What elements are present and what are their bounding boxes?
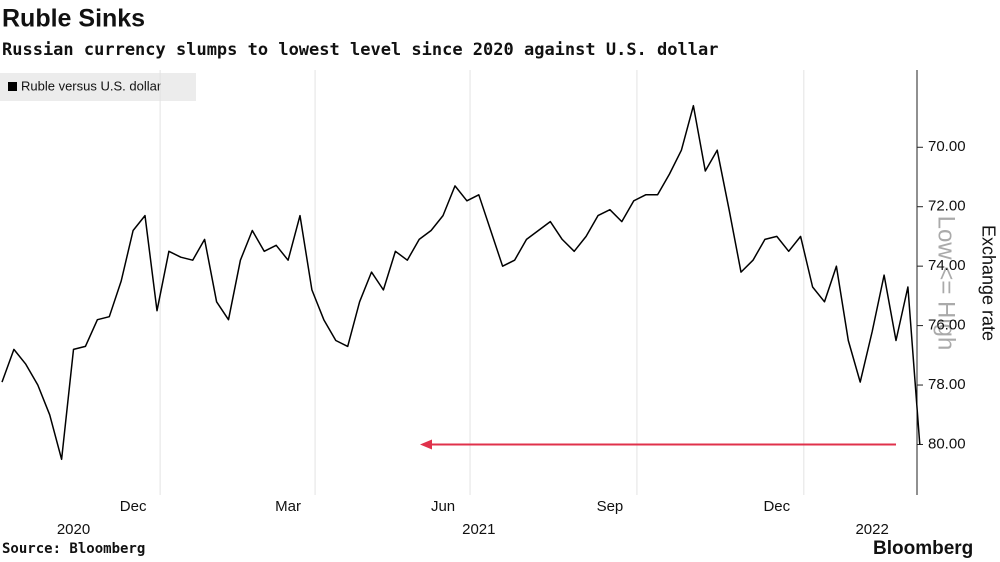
x-tick-label: Dec xyxy=(120,498,147,515)
chart-subtitle: Russian currency slumps to lowest level … xyxy=(2,40,718,60)
y-axis-label: Exchange rate xyxy=(978,225,998,341)
x-tick-label: Mar xyxy=(275,498,301,515)
brand: Bloomberg xyxy=(873,538,973,559)
legend-box xyxy=(0,73,196,101)
y-axis-note: Low <= High xyxy=(933,216,960,351)
arrow-head xyxy=(420,439,432,450)
legend-label: Ruble versus U.S. dollar xyxy=(21,78,162,93)
y-tick-label: 72.00 xyxy=(928,198,966,215)
x-tick-label: Dec xyxy=(763,498,790,515)
source: Source: Bloomberg xyxy=(2,541,145,557)
x-tick-label: Sep xyxy=(597,498,624,515)
y-tick-label: 76.00 xyxy=(928,317,966,334)
x-year-label: 2021 xyxy=(462,521,495,538)
chart-title: Ruble Sinks xyxy=(2,5,145,33)
x-tick-label: Jun xyxy=(431,498,455,515)
x-year-label: 2020 xyxy=(57,521,90,538)
legend-swatch xyxy=(8,82,17,91)
y-tick-label: 70.00 xyxy=(928,138,966,155)
line xyxy=(1,104,921,461)
y-tick-label: 78.00 xyxy=(928,376,966,393)
x-year-label: 2022 xyxy=(855,521,888,538)
y-tick-label: 74.00 xyxy=(928,257,966,274)
y-tick-label: 80.00 xyxy=(928,435,966,452)
